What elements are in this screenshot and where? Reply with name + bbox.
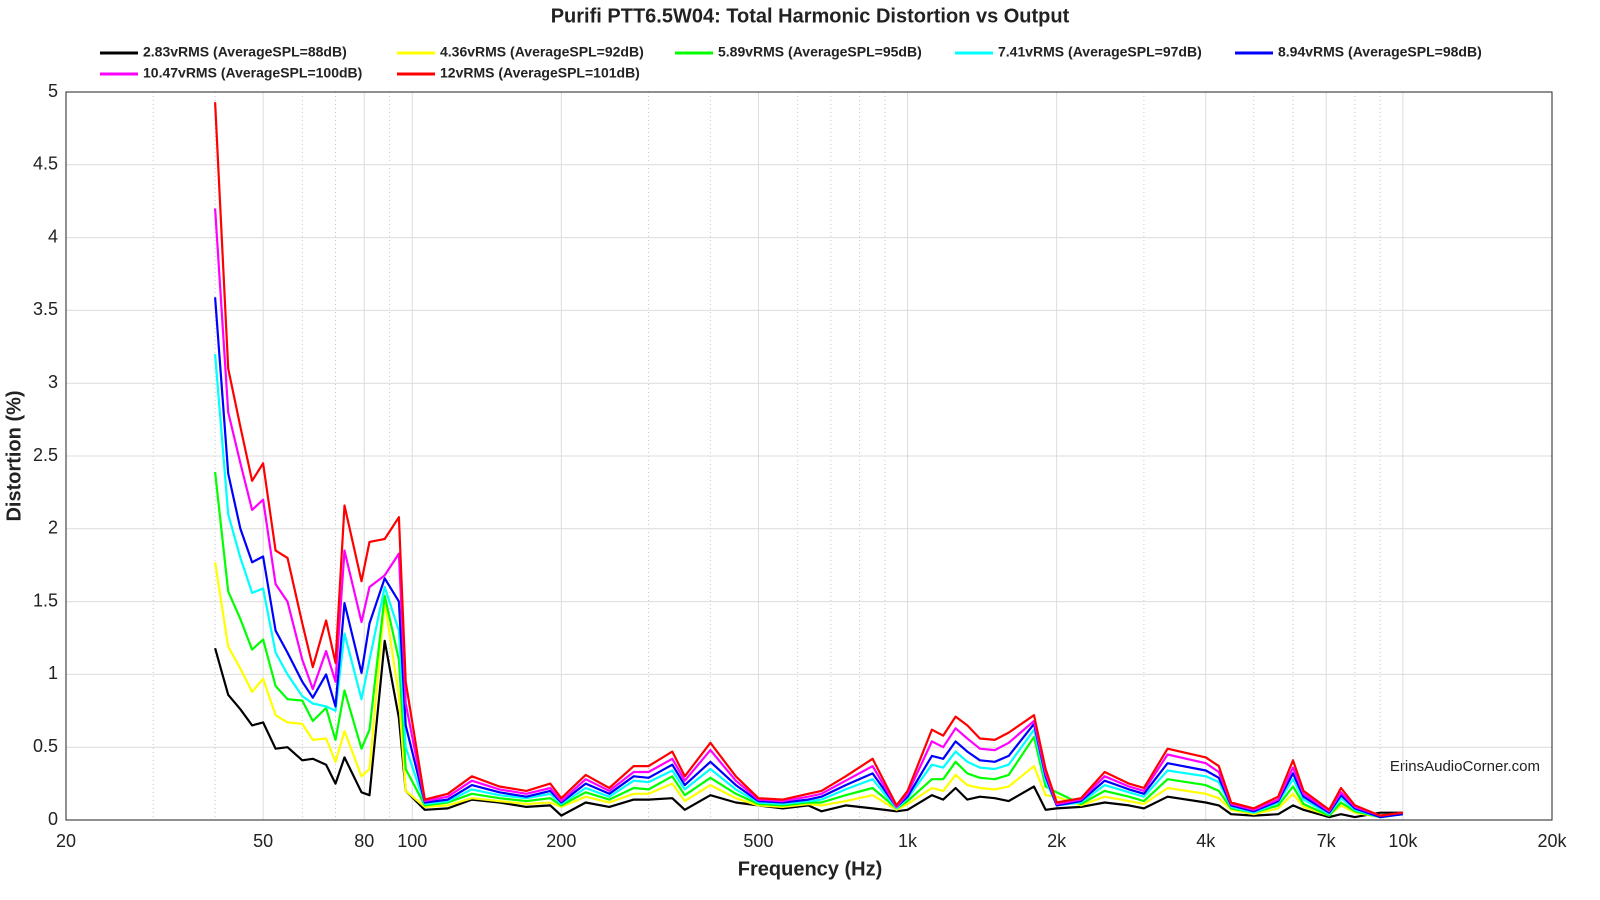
- x-tick-label: 7k: [1317, 831, 1337, 851]
- y-tick-label: 4.5: [33, 154, 58, 174]
- series-line: [214, 471, 1404, 819]
- series-line: [214, 562, 1404, 819]
- x-tick-label: 200: [546, 831, 576, 851]
- series-line: [214, 102, 1404, 817]
- legend-label: 4.36vRMS (AverageSPL=92dB): [440, 44, 644, 60]
- y-axis-label: Distortion (%): [3, 390, 25, 521]
- legend-label: 12vRMS (AverageSPL=101dB): [440, 65, 640, 81]
- x-tick-label: 10k: [1388, 831, 1418, 851]
- x-tick-label: 80: [354, 831, 374, 851]
- x-tick-label: 50: [253, 831, 273, 851]
- y-tick-label: 5: [48, 81, 58, 101]
- legend-label: 5.89vRMS (AverageSPL=95dB): [718, 44, 922, 60]
- y-tick-label: 2.5: [33, 445, 58, 465]
- x-tick-label: 4k: [1196, 831, 1216, 851]
- y-tick-label: 2: [48, 518, 58, 538]
- y-tick-label: 3: [48, 372, 58, 392]
- series-line: [214, 208, 1404, 817]
- y-tick-label: 0: [48, 809, 58, 829]
- y-tick-label: 3.5: [33, 299, 58, 319]
- legend-label: 10.47vRMS (AverageSPL=100dB): [143, 65, 362, 81]
- y-tick-label: 1.5: [33, 590, 58, 610]
- series-line: [214, 639, 1403, 819]
- series-line: [214, 297, 1404, 819]
- watermark: ErinsAudioCorner.com: [1390, 758, 1540, 775]
- x-tick-label: 100: [397, 831, 427, 851]
- y-tick-label: 0.5: [33, 736, 58, 756]
- x-tick-label: 2k: [1047, 831, 1067, 851]
- legend-label: 2.83vRMS (AverageSPL=88dB): [143, 44, 347, 60]
- chart-title: Purifi PTT6.5W04: Total Harmonic Distort…: [551, 5, 1070, 27]
- x-tick-label: 20k: [1537, 831, 1567, 851]
- x-tick-label: 500: [743, 831, 773, 851]
- y-tick-label: 4: [48, 226, 58, 246]
- x-axis-label: Frequency (Hz): [738, 858, 882, 880]
- series-line: [214, 354, 1404, 819]
- x-tick-label: 1k: [898, 831, 918, 851]
- legend-label: 7.41vRMS (AverageSPL=97dB): [998, 44, 1202, 60]
- plot-frame: [65, 91, 1553, 821]
- x-tick-label: 20: [56, 831, 76, 851]
- y-tick-label: 1: [48, 663, 58, 683]
- legend-label: 8.94vRMS (AverageSPL=98dB): [1278, 44, 1482, 60]
